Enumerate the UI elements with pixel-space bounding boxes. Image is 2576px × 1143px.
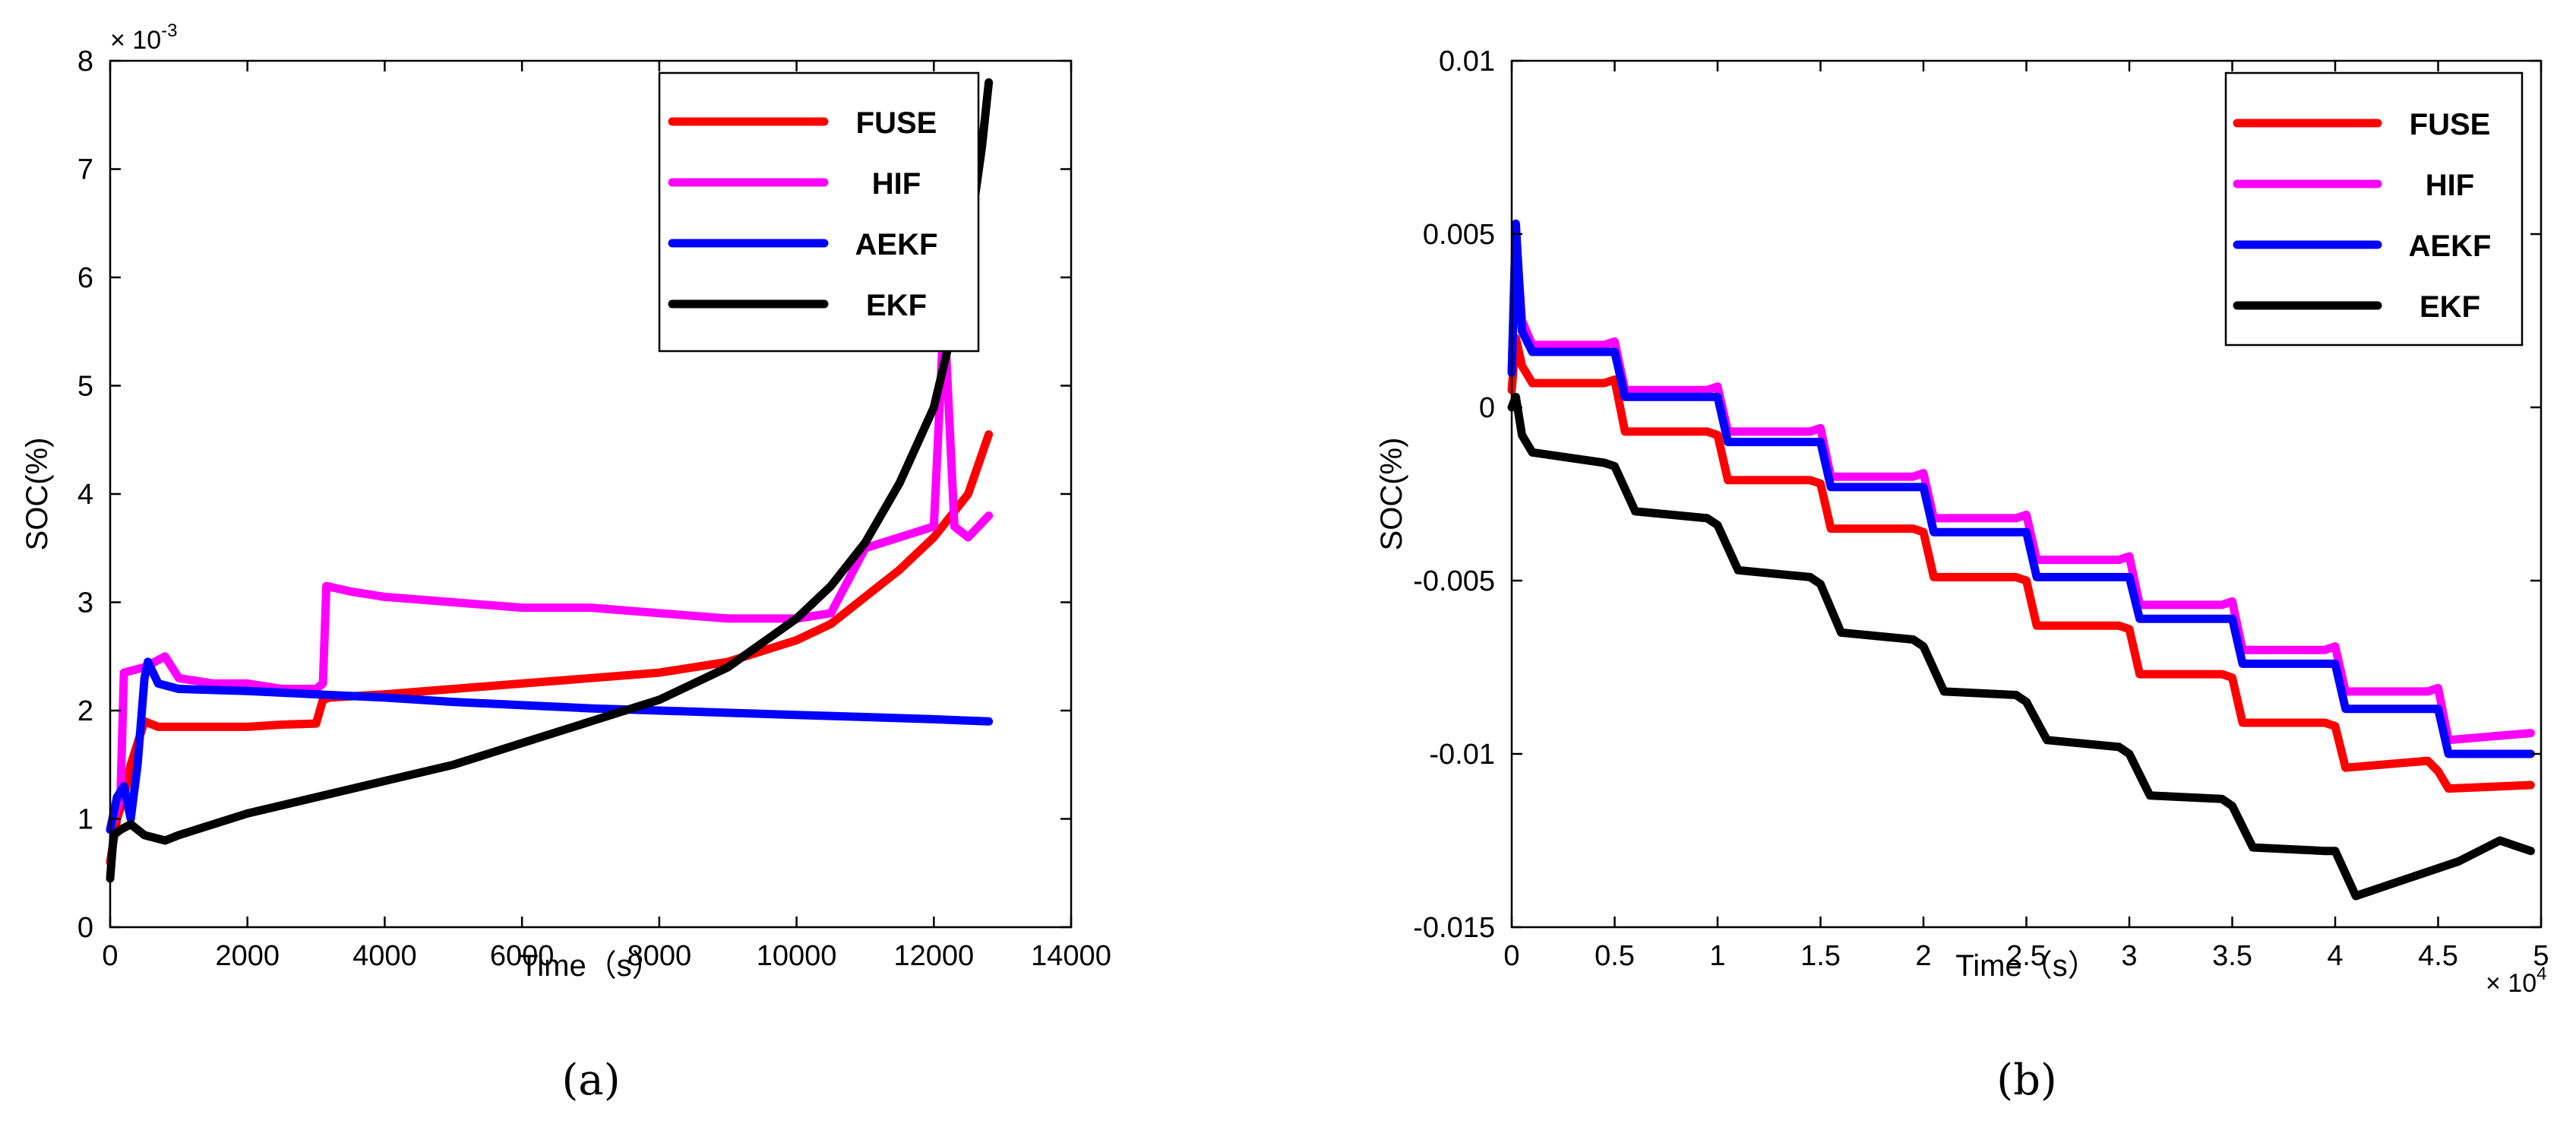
- series-line-hif-a: [106, 306, 994, 834]
- x-tick-label-a: 6000: [490, 940, 555, 972]
- x-tick-label-b: 0.5: [1595, 940, 1635, 972]
- series-group-a: [106, 78, 994, 883]
- x-tick-label-a: 8000: [627, 940, 692, 972]
- y-tick-label-b: -0.015: [1413, 912, 1495, 944]
- y-tick-label-a: 7: [77, 154, 93, 186]
- x-scale-factor-b: × 104: [2486, 964, 2546, 998]
- legend-a: FUSE HIF AEKF EKF: [658, 71, 980, 353]
- x-tick-label-a: 10000: [757, 940, 837, 972]
- y-ticks-a: 0 1 2 3 4 5 6 7 8: [77, 46, 1071, 944]
- legend-label-fuse-a: FUSE: [856, 106, 937, 140]
- series-line-aekf-b: [1507, 219, 2535, 758]
- y-tick-label-a: 3: [77, 587, 93, 619]
- legend-b: FUSE HIF AEKF EKF: [2224, 71, 2524, 347]
- y-tick-label-a: 8: [77, 46, 93, 78]
- y-tick-label-a: 5: [77, 371, 93, 403]
- chart-panel-b: 0 0.5 1 1.5 2 2.5 3 3.5 4 4.5 5 -0.015-0.01-0.0050…: [1375, 46, 2549, 1105]
- y-scale-factor-a: × 10-3: [110, 21, 177, 55]
- y-axis-label-a: SOC(%): [21, 438, 54, 551]
- y-axis-label-b: SOC(%): [1375, 438, 1408, 551]
- y-tick-label-b: -0.005: [1413, 565, 1495, 597]
- y-tick-label-a: 2: [77, 695, 93, 727]
- x-tick-label-b: 1: [1709, 940, 1725, 972]
- x-ticks-a: 0 2000 4000 6000 8000 10000 12000 14000: [102, 61, 1111, 972]
- x-ticks-b: 0 0.5 1 1.5 2 2.5 3 3.5 4 4.5 5: [1503, 61, 2549, 972]
- series-line-aekf-a: [106, 657, 994, 834]
- series-line-ekf-a: [106, 78, 994, 883]
- x-tick-label-b: 4: [2327, 940, 2343, 972]
- x-tick-label-b: 4.5: [2418, 940, 2458, 972]
- y-ticks-b: -0.015 -0.01 -0.005 0 0.005 0.01: [1413, 46, 2541, 944]
- x-tick-label-a: 2000: [215, 940, 280, 972]
- y-tick-label-a: 4: [77, 479, 93, 511]
- legend-label-hif-b: HIF: [2426, 169, 2474, 202]
- x-tick-label-b: 3.5: [2212, 940, 2252, 972]
- x-tick-label-b: 5: [2533, 940, 2549, 972]
- x-tick-label-b: 3: [2121, 940, 2137, 972]
- x-tick-label-a: 12000: [893, 940, 974, 972]
- x-tick-label-b: 0: [1503, 940, 1519, 972]
- y-tick-label-a: 6: [77, 262, 93, 294]
- series-line-ekf-b: [1507, 392, 2535, 901]
- chart-panel-a: 0 2000 4000 6000 8000 10000 12000 14000 0 1 2 3 4 5 6…: [21, 21, 1111, 1105]
- legend-label-ekf-a: EKF: [866, 289, 927, 322]
- x-tick-label-b: 1.5: [1800, 940, 1841, 972]
- y-tick-label-b: 0: [1479, 392, 1495, 424]
- legend-label-aekf-b: AEKF: [2409, 230, 2492, 263]
- legend-label-ekf-b: EKF: [2420, 290, 2480, 324]
- y-tick-label-b: 0.005: [1423, 219, 1495, 251]
- legend-label-aekf-a: AEKF: [855, 228, 938, 261]
- y-tick-label-b: -0.01: [1429, 739, 1495, 771]
- legend-label-fuse-b: FUSE: [2410, 108, 2491, 141]
- y-tick-label-b: 0.01: [1439, 46, 1495, 78]
- x-tick-label-a: 4000: [352, 940, 417, 972]
- x-axis-label-a: Time（s）: [520, 949, 662, 983]
- caption-b: (b): [1996, 1056, 2057, 1105]
- legend-label-hif-a: HIF: [872, 167, 921, 201]
- legend-box-b: [2224, 71, 2524, 347]
- y-tick-label-a: 1: [77, 804, 93, 836]
- x-axis-label-b: Time（s）: [1955, 949, 2097, 983]
- x-tick-label-b: 2: [1915, 940, 1931, 972]
- x-tick-label-a: 0: [102, 940, 118, 972]
- x-tick-label-a: 14000: [1031, 940, 1111, 972]
- caption-a: (a): [561, 1056, 620, 1105]
- series-group-b: [1507, 219, 2535, 901]
- x-tick-label-b: 2.5: [2006, 940, 2047, 972]
- y-tick-label-a: 0: [77, 912, 93, 944]
- series-line-fuse-b: [1507, 334, 2535, 793]
